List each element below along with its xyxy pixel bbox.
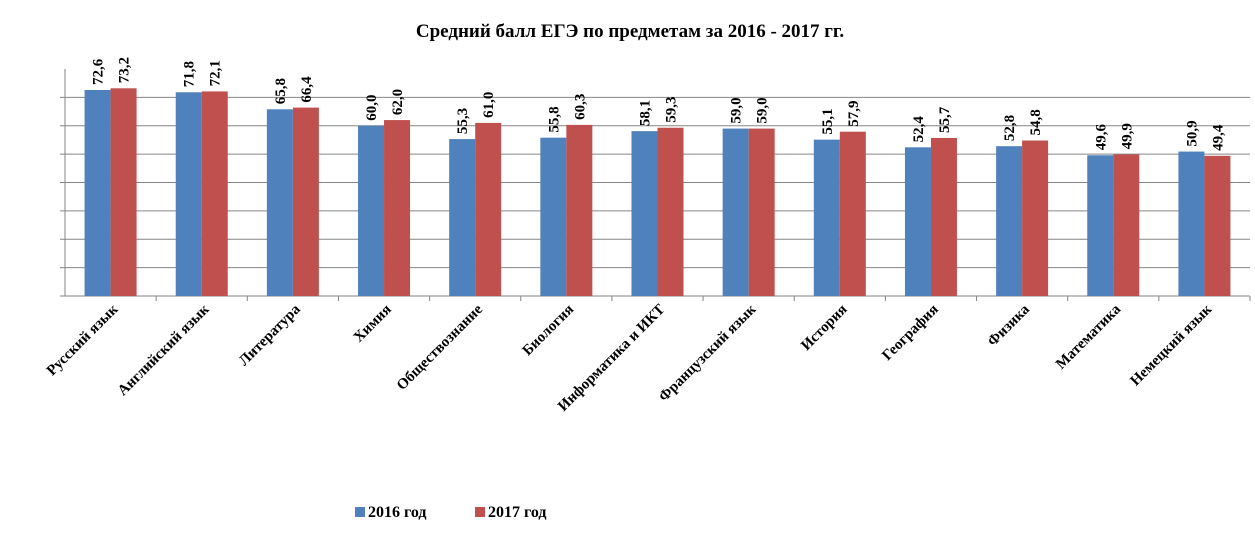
value-label: 55,8: [546, 106, 562, 132]
value-label: 66,4: [299, 76, 315, 103]
x-tick-label: Физика: [985, 301, 1034, 350]
legend-swatch: [475, 507, 485, 517]
value-label: 52,8: [1002, 115, 1018, 141]
bar: [1087, 155, 1114, 296]
bar: [1113, 154, 1140, 296]
value-label: 62,0: [390, 89, 406, 115]
bar: [201, 91, 228, 296]
x-tick-label: Информатика и ИКТ: [555, 302, 668, 415]
x-tick-label: Обществознание: [394, 301, 486, 393]
value-label: 73,2: [117, 57, 133, 83]
bar: [996, 146, 1023, 296]
x-tick-label: Химия: [351, 302, 395, 346]
value-label: 49,9: [1119, 123, 1135, 149]
bar: [1178, 151, 1205, 296]
bar: [266, 109, 293, 296]
value-label: 59,0: [755, 97, 771, 123]
value-label: 55,7: [937, 106, 953, 133]
chart-title: Средний балл ЕГЭ по предметам за 2016 - …: [416, 21, 844, 42]
bar: [1204, 155, 1231, 296]
value-label: 52,4: [911, 116, 927, 143]
value-label: 71,8: [182, 61, 198, 87]
bar: [748, 128, 775, 296]
legend-label: 2016 год: [368, 504, 427, 521]
bar: [540, 137, 567, 296]
bar: [839, 131, 866, 296]
bar: [566, 124, 593, 297]
bar: [84, 89, 111, 296]
value-label: 55,3: [455, 108, 471, 134]
value-label: 55,1: [820, 108, 836, 134]
legend-label: 2017 год: [488, 504, 547, 521]
value-label: 54,8: [1028, 109, 1044, 135]
x-tick-label: Русский язык: [44, 301, 122, 379]
x-tick-label: Биология: [520, 302, 578, 360]
bar: [110, 88, 137, 296]
bar: [384, 120, 411, 296]
value-label: 49,4: [1210, 124, 1226, 151]
bar: [657, 127, 684, 296]
bar: [930, 137, 957, 296]
bar: [1022, 140, 1049, 296]
x-tick-label: Математика: [1053, 301, 1124, 372]
value-label: 60,0: [364, 95, 380, 121]
value-label: 60,3: [572, 94, 588, 120]
x-tick-label: Немецкий язык: [1128, 301, 1216, 389]
value-label: 57,9: [846, 100, 862, 126]
value-label: 58,1: [638, 100, 654, 126]
legend-swatch: [355, 507, 365, 517]
bar: [631, 131, 658, 296]
value-label: 72,6: [91, 58, 107, 85]
bar: [722, 128, 749, 296]
value-label: 61,0: [481, 92, 497, 118]
x-tick-label: Английский язык: [115, 301, 213, 399]
value-label: 50,9: [1184, 120, 1200, 146]
x-tick-label: Литература: [236, 301, 304, 369]
bar: [175, 92, 202, 296]
bar: [813, 139, 840, 296]
bar: [292, 107, 319, 296]
x-tick-label: История: [798, 302, 850, 354]
x-tick-label: География: [879, 302, 941, 364]
value-label: 72,1: [208, 60, 224, 86]
bar: [475, 122, 502, 296]
value-label: 59,0: [729, 97, 745, 123]
value-label: 65,8: [273, 78, 289, 104]
bar: [358, 125, 385, 296]
bar: [904, 147, 931, 296]
value-label: 49,6: [1093, 124, 1109, 151]
value-label: 59,3: [664, 96, 680, 122]
bar: [449, 139, 476, 296]
x-tick-label: Французский язык: [656, 301, 760, 405]
